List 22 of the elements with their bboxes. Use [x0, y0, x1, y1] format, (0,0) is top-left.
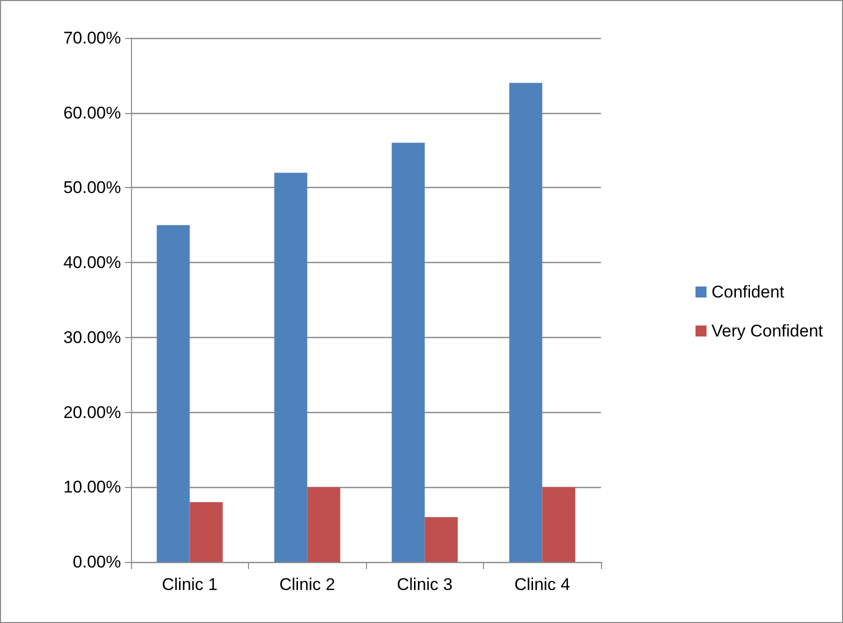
x-tick-label: Clinic 4 — [514, 575, 570, 594]
y-tick-label: 40.00% — [63, 253, 121, 272]
y-tick-label: 0.00% — [72, 552, 121, 572]
y-tick-label: 50.00% — [63, 178, 121, 198]
y-tick-label: 70.00% — [63, 28, 121, 48]
bar — [542, 487, 576, 562]
legend-label: Very Confident — [711, 322, 824, 340]
x-tick-label: Clinic 1 — [162, 575, 218, 594]
bar — [156, 225, 190, 562]
bar — [509, 82, 542, 562]
bar — [190, 502, 223, 562]
y-tick-label: 60.00% — [63, 103, 121, 122]
y-tick-label: 30.00% — [63, 328, 121, 347]
x-tick-label: Clinic 3 — [396, 575, 453, 594]
legend-label: Confident — [711, 282, 785, 302]
bar — [392, 142, 425, 562]
bar — [424, 517, 458, 562]
x-tick-label: Clinic 2 — [279, 575, 336, 594]
y-tick-label: 10.00% — [63, 478, 121, 497]
bar — [274, 172, 308, 562]
y-tick-label: 20.00% — [63, 402, 121, 422]
bar — [307, 487, 340, 562]
